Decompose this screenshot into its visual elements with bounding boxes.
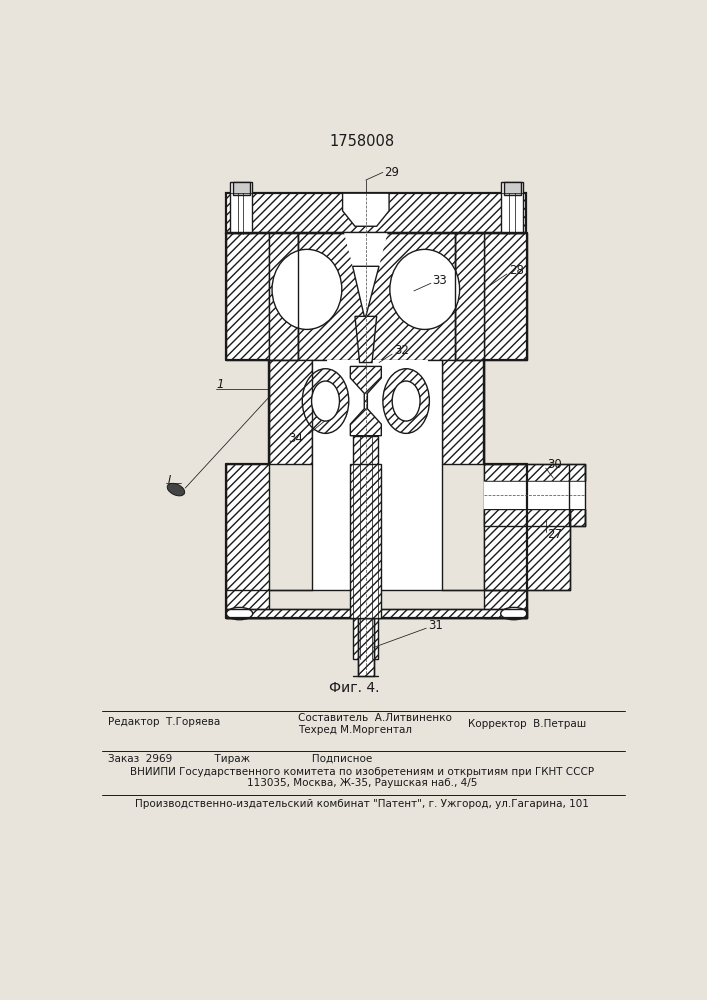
Bar (484, 509, 570, 590)
Ellipse shape (383, 369, 429, 433)
Text: 34: 34 (288, 432, 303, 445)
Text: Производственно-издательский комбинат "Патент", г. Ужгород, ул.Гагарина, 101: Производственно-издательский комбинат "П… (135, 799, 589, 809)
Bar (484, 464, 585, 481)
Ellipse shape (272, 249, 341, 329)
Bar (484, 481, 585, 509)
Text: 27: 27 (547, 528, 562, 541)
Text: 29: 29 (385, 166, 399, 179)
Ellipse shape (392, 381, 420, 421)
Text: 30: 30 (547, 458, 562, 471)
Text: Редактор  Т.Горяева: Редактор Т.Горяева (107, 717, 220, 727)
Bar (455, 233, 484, 360)
Bar (226, 193, 526, 233)
Polygon shape (344, 233, 387, 266)
Polygon shape (353, 266, 379, 316)
Polygon shape (343, 193, 389, 226)
Bar (312, 360, 442, 464)
Bar (442, 360, 484, 464)
Text: Корректор  В.Петраш: Корректор В.Петраш (468, 719, 586, 729)
Text: 1: 1 (216, 378, 223, 391)
Text: Заказ  2969             Тираж                   Подписное: Заказ 2969 Тираж Подписное (107, 754, 372, 764)
Ellipse shape (390, 249, 460, 329)
Bar (484, 233, 527, 360)
Bar (269, 360, 312, 464)
Bar (354, 436, 378, 659)
Bar (351, 464, 381, 618)
Text: I: I (168, 475, 171, 485)
Bar (312, 464, 442, 590)
Text: 31: 31 (428, 619, 443, 632)
Bar (298, 233, 455, 360)
Text: 32: 32 (394, 344, 409, 358)
Bar (484, 509, 585, 526)
Bar (504, 182, 521, 195)
Text: Составитель  А.Литвиненко: Составитель А.Литвиненко (298, 713, 452, 723)
Bar (226, 464, 269, 618)
Text: Фиг. 4.: Фиг. 4. (329, 681, 379, 695)
Ellipse shape (303, 369, 349, 433)
Ellipse shape (501, 607, 527, 620)
Ellipse shape (226, 607, 252, 620)
Bar (269, 233, 298, 360)
Bar (501, 182, 523, 233)
Bar (230, 182, 252, 233)
Text: 113035, Москва, Ж-35, Раушская наб., 4/5: 113035, Москва, Ж-35, Раушская наб., 4/5 (247, 778, 477, 788)
Ellipse shape (168, 483, 185, 496)
Text: 28: 28 (509, 264, 524, 277)
Bar (358, 618, 373, 676)
Ellipse shape (312, 381, 339, 421)
Bar (226, 233, 269, 360)
Text: Техред М.Моргентал: Техред М.Моргентал (298, 725, 411, 735)
Polygon shape (355, 316, 377, 363)
Bar (484, 464, 527, 618)
Text: 33: 33 (433, 274, 448, 287)
Text: ВНИИПИ Государственного комитета по изобретениям и открытиям при ГКНТ СССР: ВНИИПИ Государственного комитета по изоб… (130, 767, 594, 777)
Bar (233, 182, 250, 195)
Text: 1758008: 1758008 (329, 134, 395, 149)
Polygon shape (351, 366, 381, 436)
Bar (226, 609, 527, 618)
